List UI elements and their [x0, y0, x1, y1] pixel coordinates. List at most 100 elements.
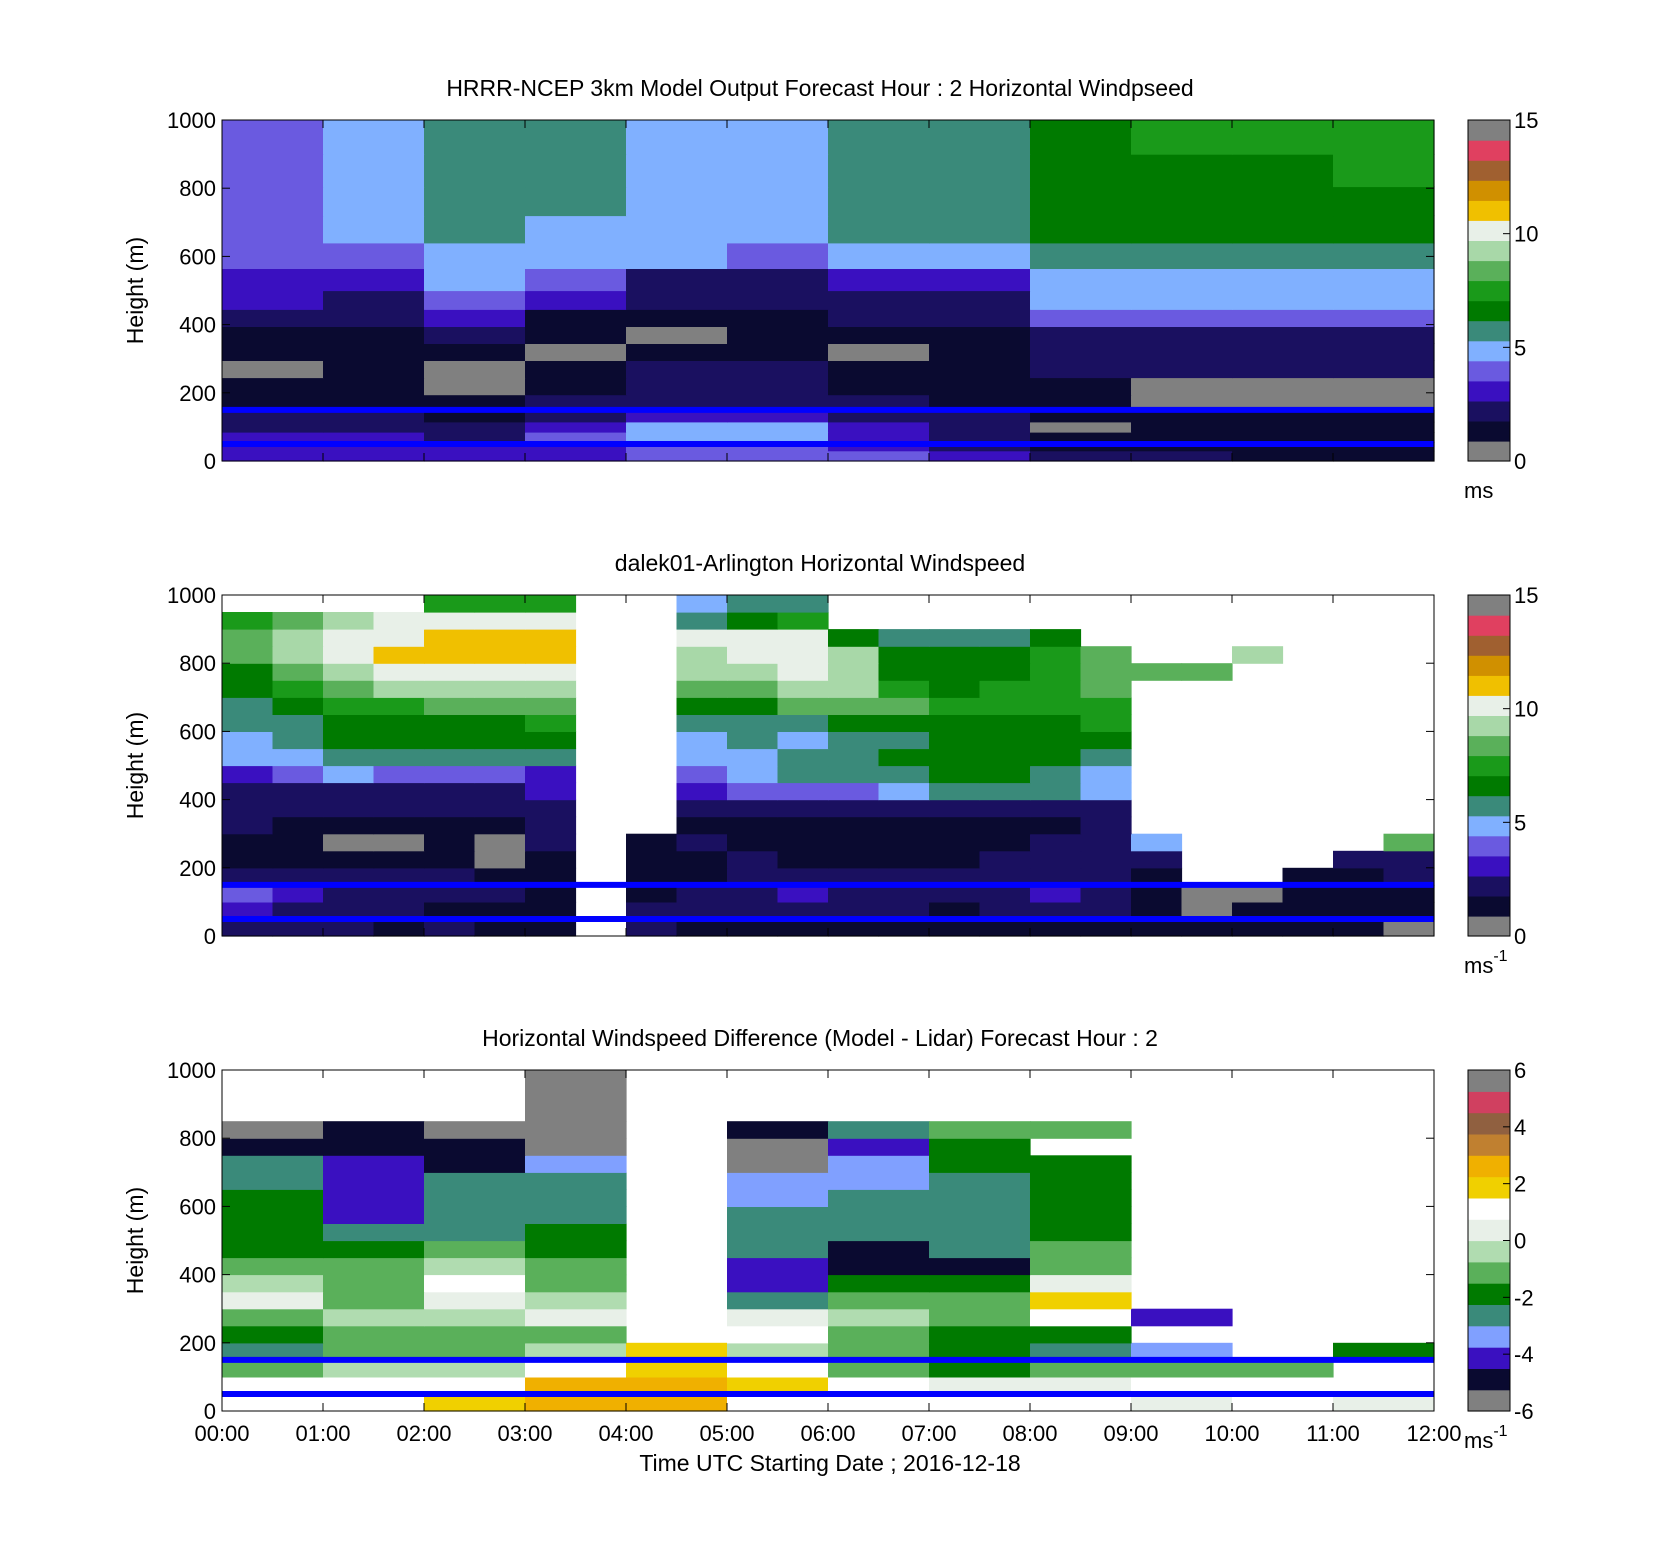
heatmap-cell [323, 1223, 425, 1242]
heatmap-cell [1131, 242, 1233, 269]
heatmap-cell [525, 1121, 627, 1139]
heatmap-cell [626, 1359, 728, 1378]
y-axis-label: Height (m) [122, 712, 148, 819]
heatmap-cell [1131, 421, 1233, 433]
colorbar-segment [1468, 360, 1510, 382]
heatmap-cell [828, 1308, 930, 1327]
heatmap-cell [1030, 432, 1132, 443]
x-tick-label: 01:00 [295, 1421, 350, 1446]
colorbar-segment [1468, 260, 1510, 282]
heatmap-cell [424, 1376, 526, 1395]
x-axis-label: Time UTC Starting Date ; 2016-12-18 [639, 1450, 1020, 1476]
heatmap-cell [1181, 919, 1233, 937]
heatmap-cell [727, 1325, 829, 1344]
heatmap-cell [727, 765, 779, 784]
heatmap-cell [828, 714, 880, 732]
heatmap-cell [323, 409, 425, 423]
heatmap-cell [474, 884, 526, 903]
colorbar-segment [1468, 120, 1510, 141]
heatmap-cell [676, 612, 728, 630]
heatmap-cell [828, 663, 880, 681]
heatmap-cell [1232, 215, 1334, 244]
colorbar-segment [1468, 1347, 1510, 1369]
heatmap-cell [878, 680, 930, 698]
heatmap-cell [424, 1291, 526, 1310]
heatmap-cell [222, 1121, 324, 1139]
heatmap-cell [525, 1189, 627, 1207]
x-tick-label: 09:00 [1103, 1421, 1158, 1446]
colorbar-tick-label: 6 [1514, 1058, 1526, 1083]
heatmap-cell [1232, 394, 1334, 411]
heatmap-cell [929, 1206, 1031, 1224]
heatmap-cell [626, 867, 678, 886]
heatmap-cell [474, 919, 526, 937]
heatmap-cell [626, 450, 728, 462]
colorbar-segment [1468, 440, 1510, 462]
heatmap-cell [525, 215, 627, 244]
heatmap-cell [222, 816, 274, 835]
heatmap-cell [1333, 1342, 1435, 1361]
colorbar-segment [1468, 1389, 1510, 1412]
heatmap-cell [424, 360, 526, 379]
heatmap-cell [373, 731, 425, 750]
heatmap-cell [1030, 360, 1132, 379]
heatmap-cell [323, 799, 375, 818]
heatmap-cell [1030, 799, 1082, 818]
heatmap-cell [525, 816, 577, 835]
colorbar-segment [1468, 1283, 1510, 1305]
heatmap-cell [222, 867, 274, 886]
heatmap-cell [474, 867, 526, 886]
heatmap-cell [777, 799, 829, 818]
heatmap-cell [727, 714, 779, 732]
heatmap-cell [777, 850, 829, 869]
heatmap-cell [525, 1376, 627, 1395]
heatmap-cell [373, 867, 425, 886]
heatmap-cell [424, 1257, 526, 1276]
heatmap-cell [626, 833, 678, 852]
heatmap-cell [929, 450, 1031, 462]
heatmap-cell [1333, 919, 1385, 937]
panel-model-windspeed: HRRR-NCEP 3km Model Output Forecast Hour… [122, 75, 1538, 503]
heatmap-cell [424, 1223, 526, 1242]
heatmap-cell [1232, 360, 1334, 379]
heatmap-cell [979, 731, 1031, 750]
heatmap-cell [1232, 290, 1334, 310]
heatmap-cell [424, 782, 476, 801]
heatmap-cell [373, 765, 425, 784]
heatmap-cell [1080, 867, 1132, 886]
heatmap-cell [474, 680, 526, 698]
heatmap-cell [828, 1172, 930, 1190]
heatmap-cell [1131, 1342, 1233, 1361]
heatmap-cell [272, 782, 324, 801]
heatmap-cell [828, 833, 880, 852]
heatmap-cell [626, 120, 728, 155]
heatmap-cell [828, 731, 880, 750]
heatmap-cell [727, 663, 779, 681]
heatmap-cell [272, 629, 324, 647]
heatmap-cell [525, 186, 627, 217]
heatmap-cell [929, 421, 1031, 433]
heatmap-cell [929, 409, 1031, 423]
colorbar-segment [1468, 220, 1510, 241]
heatmap-cell [272, 833, 324, 852]
heatmap-cell [676, 901, 728, 920]
heatmap-cell [828, 1206, 930, 1224]
heatmap-cell [1232, 884, 1284, 903]
heatmap-cell [525, 409, 627, 423]
heatmap-cell [979, 901, 1031, 920]
heatmap-cell [1333, 120, 1435, 155]
heatmap-cell [1030, 377, 1132, 396]
heatmap-cell [878, 816, 930, 835]
heatmap-cell [272, 714, 324, 732]
y-tick-label: 800 [179, 176, 216, 201]
heatmap-cell [525, 850, 577, 869]
heatmap-cell [323, 186, 425, 217]
heatmap-cell [474, 714, 526, 732]
heatmap-cell [222, 799, 274, 818]
heatmap-cell [222, 680, 274, 698]
heatmap-cell [878, 884, 930, 903]
heatmap-cell [1030, 1257, 1132, 1276]
colorbar-segment [1468, 200, 1510, 221]
heatmap-cell [828, 1325, 930, 1344]
heatmap-cell [1030, 394, 1132, 411]
